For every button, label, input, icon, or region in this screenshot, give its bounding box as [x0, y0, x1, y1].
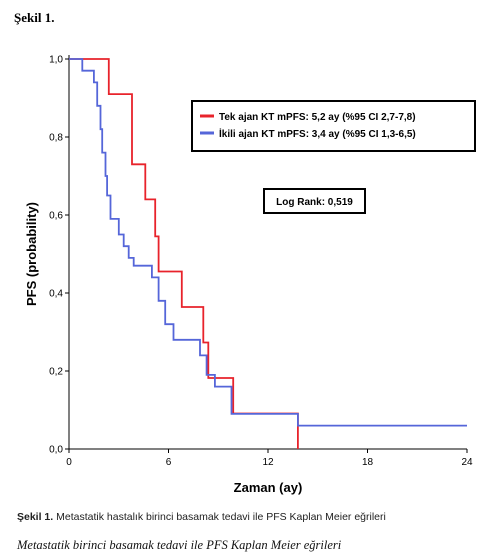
x-tick-label: 18	[362, 457, 374, 468]
log-rank-annotation: Log Rank: 0,519	[276, 197, 353, 208]
legend-label-ikili: İkili ajan KT mPFS: 3,4 ay (%95 CI 1,3-6…	[219, 127, 416, 140]
y-tick-label: 0,2	[49, 367, 63, 378]
km-curve-tek-ajan	[69, 58, 299, 449]
chart-curves	[69, 58, 467, 449]
caption-text: Metastatik hastalık birinci basamak teda…	[53, 511, 386, 523]
legend-box: Tek ajan KT mPFS: 5,2 ay (%95 CI 2,7-7,8…	[191, 100, 476, 152]
y-tick-label: 1,0	[49, 55, 63, 66]
caption-label: Şekil 1.	[17, 511, 54, 523]
y-tick-label: 0,4	[49, 289, 63, 300]
x-tick-label: 12	[262, 457, 274, 468]
figure-caption: Şekil 1. Metastatik hastalık birinci bas…	[17, 511, 386, 523]
y-tick-label: 0,0	[49, 445, 63, 456]
km-curve-ikili-ajan	[69, 58, 467, 427]
km-chart: 0 6 12 18 24 0,0 0,2 0,4 0,6 0,8 1,0 Tek ajan KT m…	[24, 55, 476, 495]
x-tick-label: 0	[66, 457, 72, 468]
y-tick-label: 0,8	[49, 133, 63, 144]
x-tick-label: 24	[461, 457, 473, 468]
y-axis-title: PFS (probability)	[24, 202, 39, 306]
x-tick-label: 6	[166, 457, 172, 468]
figure-heading: Şekil 1.	[14, 10, 55, 25]
legend-label-tek: Tek ajan KT mPFS: 5,2 ay (%95 CI 2,7-7,8…	[219, 112, 416, 123]
italic-caption: Metastatik birinci basamak tedavi ile PF…	[17, 538, 342, 552]
chart-ticks: 0 6 12 18 24 0,0 0,2 0,4 0,6 0,8 1,0	[49, 55, 473, 469]
annotation-box: Log Rank: 0,519	[263, 188, 366, 214]
x-axis-title: Zaman (ay)	[234, 480, 303, 495]
y-tick-label: 0,6	[49, 211, 63, 222]
